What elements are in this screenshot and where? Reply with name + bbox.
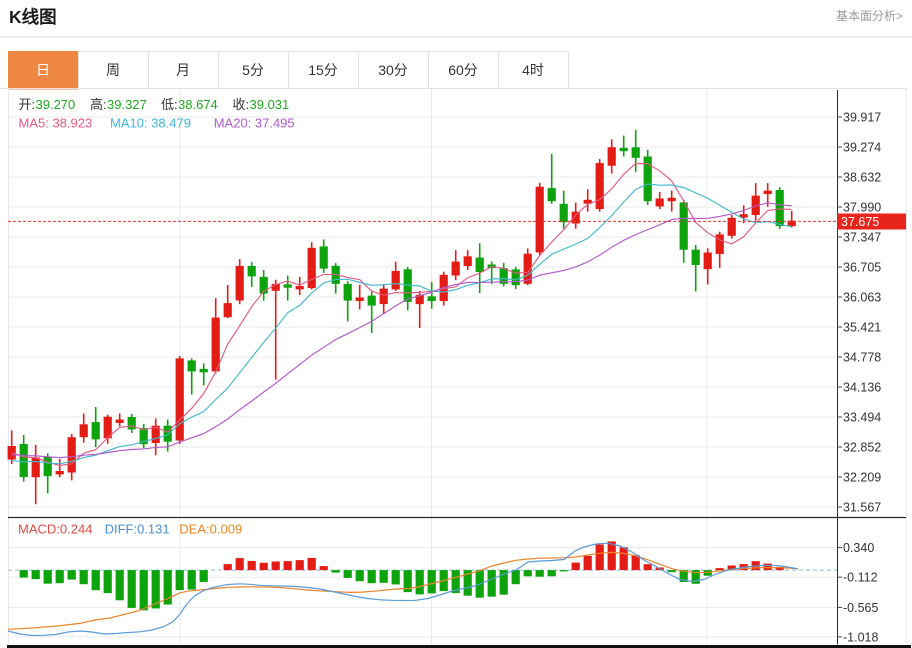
svg-text:MA20: 37.495: MA20: 37.495 bbox=[214, 116, 295, 131]
svg-text:60分: 60分 bbox=[448, 62, 478, 78]
svg-text:周: 周 bbox=[106, 62, 120, 78]
svg-text:MACD:0.244: MACD:0.244 bbox=[18, 522, 92, 537]
svg-text:39.917: 39.917 bbox=[843, 111, 881, 125]
svg-text:低:: 低: bbox=[161, 97, 178, 112]
svg-text:0.340: 0.340 bbox=[843, 541, 874, 555]
svg-text:38.674: 38.674 bbox=[178, 97, 218, 112]
svg-text:4时: 4时 bbox=[522, 62, 544, 78]
svg-text:月: 月 bbox=[176, 62, 190, 78]
svg-text:31.567: 31.567 bbox=[843, 501, 881, 515]
svg-text:15分: 15分 bbox=[308, 62, 338, 78]
svg-text:38.632: 38.632 bbox=[843, 171, 881, 185]
svg-text:33.494: 33.494 bbox=[843, 411, 881, 425]
svg-text:37.347: 37.347 bbox=[843, 231, 881, 245]
svg-text:34.778: 34.778 bbox=[843, 351, 881, 365]
svg-text:K线图: K线图 bbox=[9, 7, 57, 27]
svg-text:-1.018: -1.018 bbox=[843, 630, 878, 644]
svg-text:5分: 5分 bbox=[242, 62, 264, 78]
svg-text:35.421: 35.421 bbox=[843, 321, 881, 335]
svg-text:日: 日 bbox=[36, 62, 50, 78]
svg-text:MA10: 38.479: MA10: 38.479 bbox=[110, 116, 191, 131]
svg-text:36.063: 36.063 bbox=[843, 291, 881, 305]
svg-text:基本面分析>: 基本面分析> bbox=[836, 9, 903, 23]
svg-text:30分: 30分 bbox=[378, 62, 408, 78]
svg-text:32.852: 32.852 bbox=[843, 441, 881, 455]
svg-text:37.675: 37.675 bbox=[841, 215, 879, 229]
svg-text:39.270: 39.270 bbox=[36, 97, 76, 112]
svg-text:36.705: 36.705 bbox=[843, 261, 881, 275]
svg-text:-0.112: -0.112 bbox=[843, 571, 878, 585]
svg-text:收:: 收: bbox=[233, 97, 250, 112]
svg-text:34.136: 34.136 bbox=[843, 381, 881, 395]
svg-text:37.990: 37.990 bbox=[843, 201, 881, 215]
svg-text:DIFF:0.131: DIFF:0.131 bbox=[105, 522, 170, 537]
svg-text:开:: 开: bbox=[19, 97, 36, 112]
svg-text:39.327: 39.327 bbox=[107, 97, 147, 112]
svg-text:DEA:0.009: DEA:0.009 bbox=[179, 522, 242, 537]
svg-text:39.031: 39.031 bbox=[250, 97, 290, 112]
svg-text:32.209: 32.209 bbox=[843, 471, 881, 485]
svg-text:MA5: 38.923: MA5: 38.923 bbox=[19, 116, 93, 131]
svg-text:高:: 高: bbox=[90, 97, 107, 112]
svg-text:39.274: 39.274 bbox=[843, 141, 881, 155]
svg-text:-0.565: -0.565 bbox=[843, 601, 878, 615]
